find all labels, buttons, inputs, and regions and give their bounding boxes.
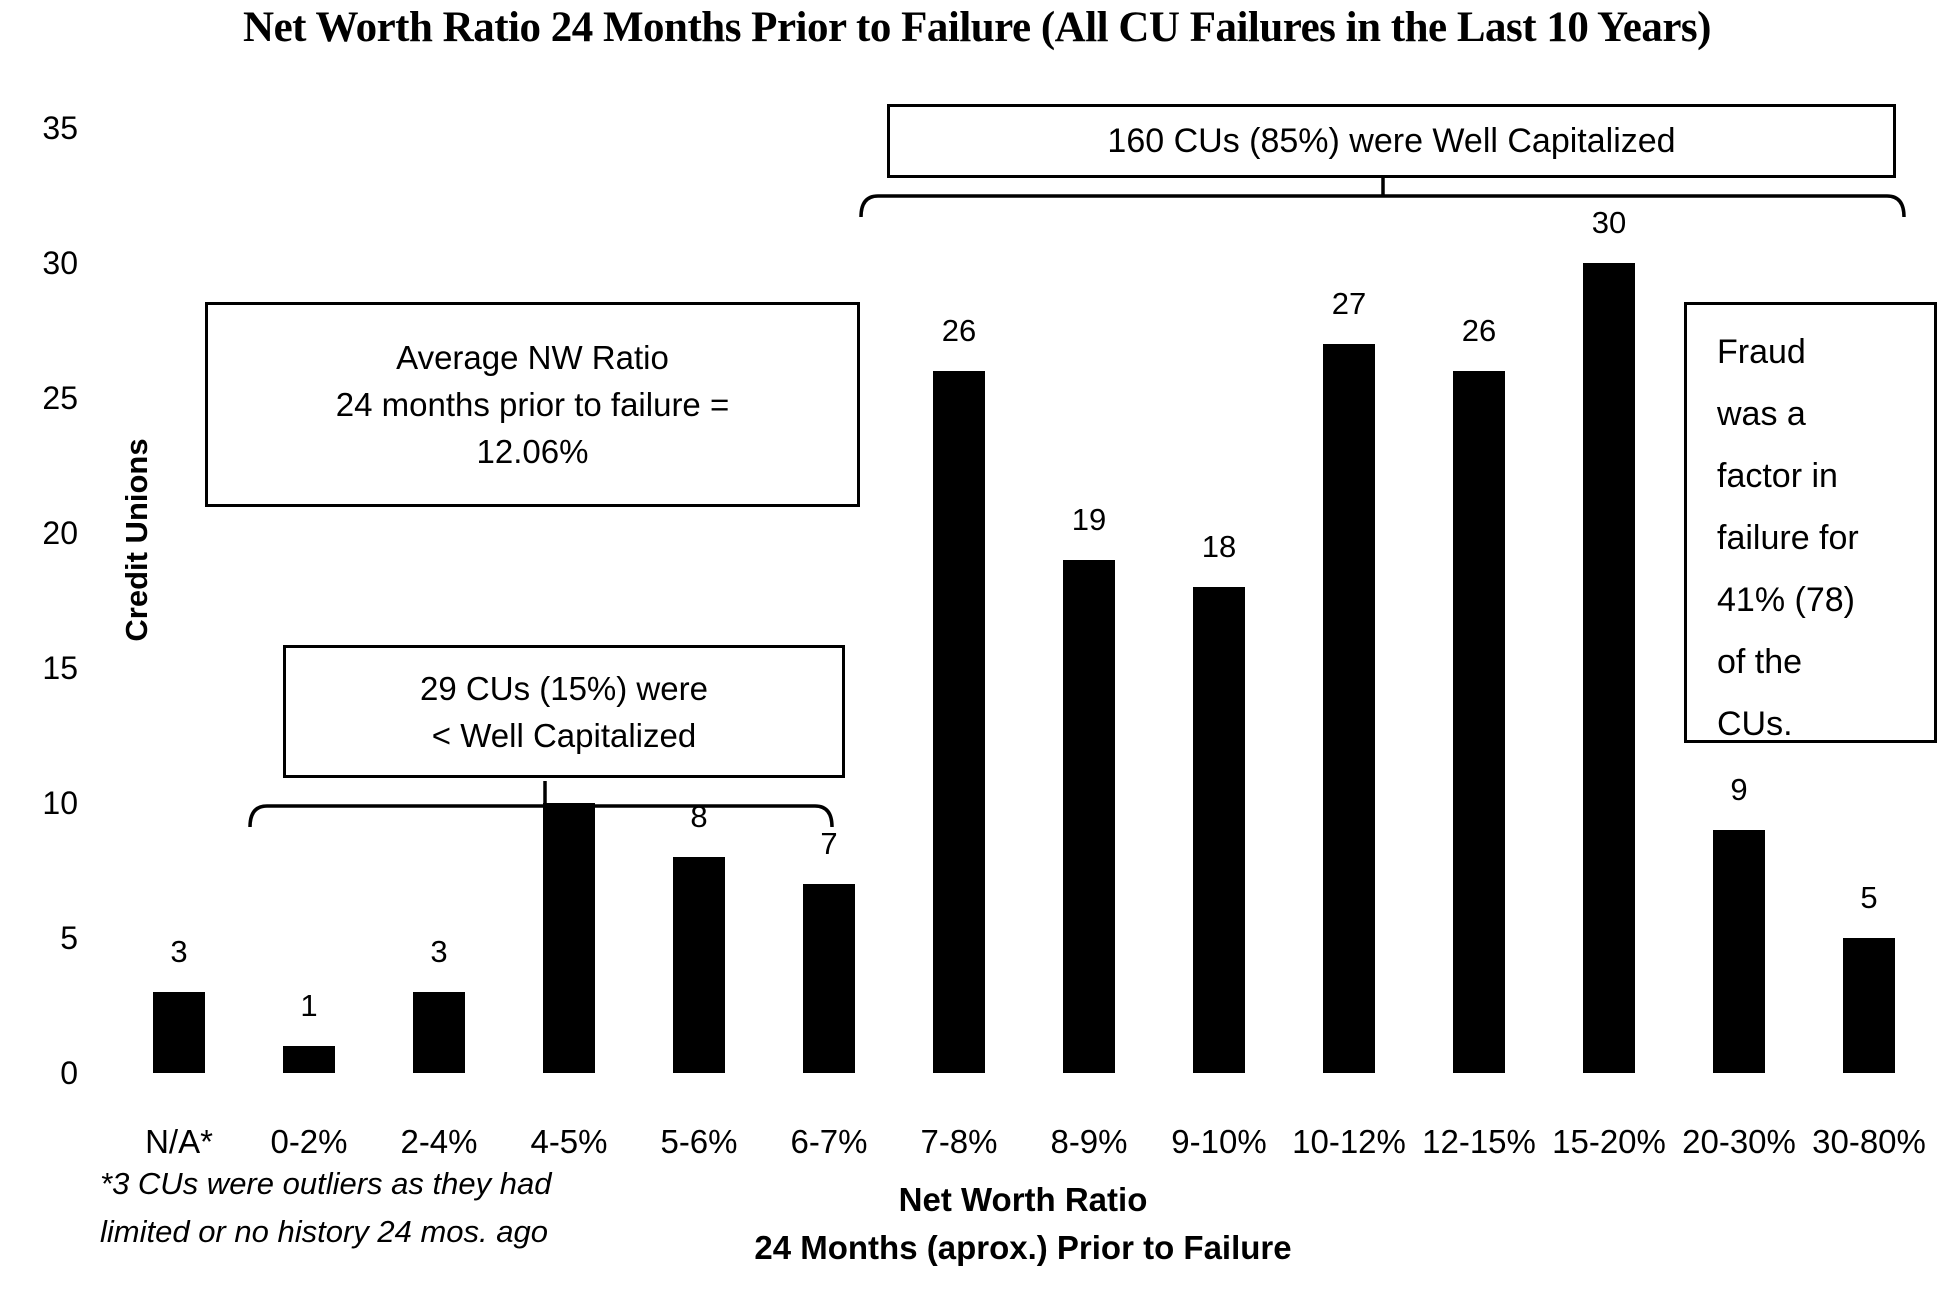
bar-n-a bbox=[153, 992, 205, 1073]
x-tick-label: 8-9% bbox=[1050, 1123, 1128, 1160]
average-line-1: Average NW Ratio bbox=[396, 339, 669, 376]
bar-value-label: 18 bbox=[1201, 529, 1237, 564]
y-tick-label: 0 bbox=[60, 1055, 78, 1091]
bar-value-label: 30 bbox=[1591, 205, 1627, 240]
bar-value-label: 19 bbox=[1071, 502, 1107, 537]
bar-value-label: 5 bbox=[1860, 880, 1878, 915]
x-tick-label: 4-5% bbox=[530, 1123, 608, 1160]
bar-4-5 bbox=[543, 803, 595, 1073]
less-capitalized-line-1: 29 CUs (15%) were bbox=[420, 669, 708, 707]
average-nw-ratio-callout: Average NW Ratio 24 months prior to fail… bbox=[205, 302, 860, 507]
bar-5-6 bbox=[673, 857, 725, 1073]
x-tick-label: 0-2% bbox=[270, 1123, 348, 1160]
bar-value-label: 27 bbox=[1331, 286, 1367, 321]
fraud-line-6: of the bbox=[1717, 643, 1803, 681]
bar-value-label: 9 bbox=[1730, 772, 1748, 807]
bar-2-4 bbox=[413, 992, 465, 1073]
x-tick-label: 30-80% bbox=[1812, 1123, 1926, 1160]
well-capitalized-callout: 160 CUs (85%) were Well Capitalized bbox=[887, 104, 1896, 178]
bar-7-8 bbox=[933, 371, 985, 1073]
y-tick-label: 30 bbox=[42, 245, 78, 281]
bar-value-label: 7 bbox=[820, 826, 838, 861]
x-tick-label: 15-20% bbox=[1552, 1123, 1666, 1160]
x-tick-label: 10-12% bbox=[1292, 1123, 1406, 1160]
fraud-line-1: Fraud bbox=[1717, 333, 1806, 371]
x-tick-label: 9-10% bbox=[1171, 1123, 1267, 1160]
fraud-line-5: 41% (78) bbox=[1717, 581, 1855, 619]
bar-20-30 bbox=[1713, 830, 1765, 1073]
footnote-line2: limited or no history 24 mos. ago bbox=[100, 1214, 548, 1249]
x-tick-label: 2-4% bbox=[400, 1123, 478, 1160]
well-capitalized-text: 160 CUs (85%) were Well Capitalized bbox=[1107, 121, 1676, 160]
y-tick-label: 20 bbox=[42, 515, 78, 551]
bar-value-label: 26 bbox=[941, 313, 977, 348]
bar-15-20 bbox=[1583, 263, 1635, 1073]
x-tick-label: 20-30% bbox=[1682, 1123, 1796, 1160]
chart-title: Net Worth Ratio 24 Months Prior to Failu… bbox=[243, 4, 1711, 51]
x-tick-label: N/A* bbox=[145, 1123, 213, 1160]
fraud-callout: Fraud was a factor in failure for 41% (7… bbox=[1684, 302, 1937, 743]
y-tick-label: 5 bbox=[60, 920, 78, 956]
less-capitalized-line-2: < Well Capitalized bbox=[431, 716, 697, 754]
x-axis-title-line1: Net Worth Ratio bbox=[898, 1181, 1148, 1218]
bar-value-label: 1 bbox=[300, 988, 318, 1023]
bar-8-9 bbox=[1063, 560, 1115, 1073]
x-axis-title-line2: 24 Months (aprox.) Prior to Failure bbox=[754, 1229, 1292, 1266]
x-tick-label: 6-7% bbox=[790, 1123, 868, 1160]
y-axis-title: Credit Unions bbox=[119, 438, 154, 642]
x-tick-label: 7-8% bbox=[920, 1123, 998, 1160]
less-capitalized-callout: 29 CUs (15%) were < Well Capitalized bbox=[283, 645, 845, 778]
bar-0-2 bbox=[283, 1046, 335, 1073]
y-tick-label: 35 bbox=[42, 110, 78, 146]
bar-value-label: 3 bbox=[170, 934, 188, 969]
x-tick-label: 5-6% bbox=[660, 1123, 738, 1160]
y-tick-label: 25 bbox=[42, 380, 78, 416]
fraud-line-4: failure for bbox=[1717, 519, 1859, 557]
average-line-2: 24 months prior to failure = bbox=[335, 386, 730, 423]
fraud-line-2: was a bbox=[1717, 395, 1806, 433]
x-tick-label: 12-15% bbox=[1422, 1123, 1536, 1160]
y-tick-label: 15 bbox=[42, 650, 78, 686]
bar-10-12 bbox=[1323, 344, 1375, 1073]
bar-value-label: 8 bbox=[690, 799, 708, 834]
y-tick-label: 10 bbox=[42, 785, 78, 821]
footnote-line1: *3 CUs were outliers as they had bbox=[100, 1166, 552, 1201]
bar-12-15 bbox=[1453, 371, 1505, 1073]
fraud-line-7: CUs. bbox=[1717, 705, 1793, 743]
bar-30-80 bbox=[1843, 938, 1895, 1073]
bar-6-7 bbox=[803, 884, 855, 1073]
bar-value-label: 3 bbox=[430, 934, 448, 969]
bar-value-label: 26 bbox=[1461, 313, 1497, 348]
bar-9-10 bbox=[1193, 587, 1245, 1073]
average-line-3: 12.06% bbox=[476, 433, 589, 470]
fraud-line-3: factor in bbox=[1717, 457, 1838, 495]
